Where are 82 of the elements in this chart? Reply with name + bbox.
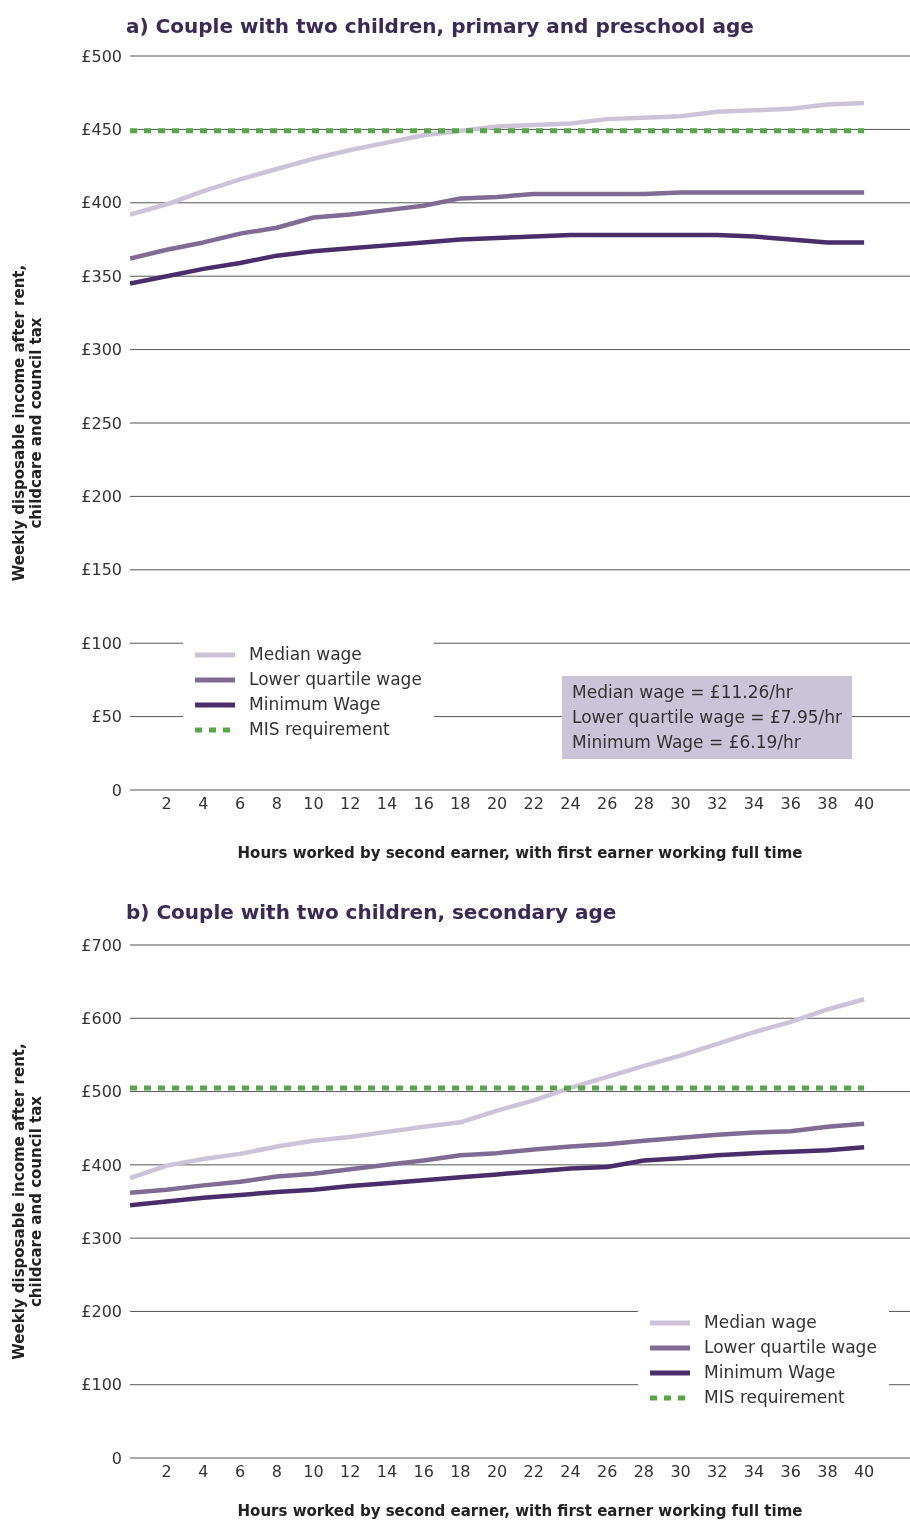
y-tick-label: £500 [81,46,122,66]
line-series [130,100,867,217]
x-tick-label: 30 [670,794,691,814]
x-tick-label: 28 [633,794,655,814]
x-tick-label: 12 [340,794,361,814]
legend-label: Minimum Wage [249,693,381,716]
y-axis-title: Weekly disposable income after rent, childcare and council tax [10,264,45,582]
x-tick-label: 22 [523,794,544,814]
chart-title: a) Couple with two children, primary and preschool age [125,13,755,40]
x-tick-label: 36 [780,1462,801,1482]
x-tick-label: 18 [450,794,471,814]
legend-label: MIS requirement [704,1386,845,1409]
x-tick-label: 2 [161,1462,172,1482]
x-tick-label: 6 [235,1462,246,1482]
legend-label: MIS requirement [249,718,390,741]
x-tick-label: 20 [486,794,508,814]
x-tick-label: 4 [198,1462,209,1482]
y-tick-label: £400 [81,193,122,213]
legend-label: Minimum Wage [704,1361,836,1384]
x-tick-label: 8 [271,794,282,814]
x-tick-label: 22 [523,1462,544,1482]
legend-label: Median wage [249,643,362,666]
y-tick-label: £200 [81,487,122,507]
y-tick-label: £600 [81,1008,122,1028]
y-tick-label: £100 [81,1375,122,1395]
y-axis-title: Weekly disposable income after rent, childcare and council tax [10,1043,45,1360]
x-tick-label: 4 [198,794,209,814]
legend-label: Lower quartile wage [249,668,422,691]
x-tick-label: 34 [743,1462,765,1482]
line-series [130,232,867,286]
x-tick-label: 10 [303,1462,324,1482]
x-tick-label: 38 [817,794,838,814]
x-tick-label: 2 [161,794,172,814]
x-tick-label: 16 [413,1462,434,1482]
line-series [130,1121,867,1195]
x-tick-label: 34 [743,794,765,814]
y-tick-label: £350 [81,266,122,286]
x-tick-label: 6 [235,794,246,814]
x-tick-label: 26 [597,794,618,814]
x-tick-label: 10 [303,794,324,814]
y-tick-label: £700 [81,935,122,955]
x-tick-label: 24 [560,794,581,814]
x-axis-title: Hours worked by second earner, with first earner working full time [237,844,803,862]
x-tick-label: 36 [780,794,801,814]
annotation: Median wage = £11.26/hr [572,681,794,704]
y-tick-label: £250 [81,413,122,433]
x-tick-label: 40 [853,1462,875,1482]
line-series [130,1145,867,1208]
y-tick-label: 0 [111,780,122,800]
line-series [130,996,867,1181]
x-tick-label: 8 [271,1462,282,1482]
y-tick-label: £50 [91,707,122,727]
legend-label: Median wage [704,1311,817,1334]
x-tick-label: 24 [560,1462,581,1482]
x-axis-title: Hours worked by second earner, with first earner working full time [237,1502,803,1520]
y-tick-label: £200 [81,1302,122,1322]
x-tick-label: 30 [670,1462,691,1482]
y-tick-label: £500 [81,1082,122,1102]
x-tick-label: 14 [376,1462,398,1482]
annotation: Lower quartile wage = £7.95/hr [572,706,843,729]
x-tick-label: 14 [376,794,398,814]
y-tick-label: £450 [81,120,122,140]
legend-label: Lower quartile wage [704,1336,877,1359]
x-tick-label: 38 [817,1462,838,1482]
line-series [130,190,867,261]
y-tick-label: £300 [81,340,122,360]
y-tick-label: £400 [81,1155,122,1175]
annotation: Minimum Wage = £6.19/hr [572,731,802,754]
x-tick-label: 20 [486,1462,508,1482]
x-tick-label: 40 [853,794,875,814]
x-tick-label: 32 [707,1462,728,1482]
chart-title: b) Couple with two children, secondary age [125,899,618,926]
y-tick-label: £150 [81,560,122,580]
x-tick-label: 12 [340,1462,361,1482]
y-tick-label: £300 [81,1228,122,1248]
x-tick-label: 18 [450,1462,471,1482]
y-tick-label: £100 [81,633,122,653]
y-tick-label: 0 [111,1448,122,1468]
x-tick-label: 26 [597,1462,618,1482]
x-tick-label: 16 [413,794,434,814]
x-tick-label: 28 [633,1462,655,1482]
x-tick-label: 32 [707,794,728,814]
